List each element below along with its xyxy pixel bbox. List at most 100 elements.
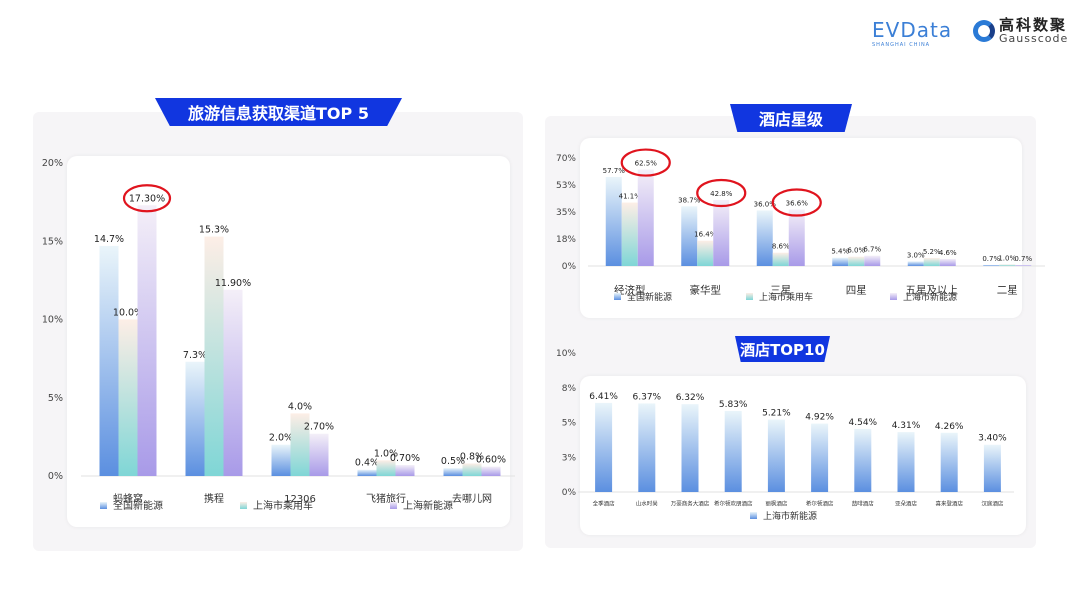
legend-label: 上海市新能源 xyxy=(763,510,817,522)
bar xyxy=(848,256,865,266)
data-label: 5.4% xyxy=(831,248,849,256)
bar xyxy=(99,245,119,476)
data-label: 11.90% xyxy=(215,278,251,289)
bar xyxy=(756,210,773,266)
bar xyxy=(907,261,924,266)
data-label: 36.6% xyxy=(786,200,809,208)
bar xyxy=(983,264,1000,266)
bar xyxy=(897,432,915,492)
data-label: 15.3% xyxy=(199,225,229,236)
data-label: 10.0% xyxy=(113,308,143,319)
category-label: 豪华型 xyxy=(690,284,722,297)
data-label: 5.21% xyxy=(762,409,791,419)
data-label: 6.37% xyxy=(633,392,662,402)
chart-2: 0% 3% 5% 8% 10% 全季酒店 6.41% 山水时尚 6.37% 万豪商务大酒店 6.32… xyxy=(556,349,1014,522)
data-label: 5.2% xyxy=(923,248,941,256)
legend-swatch xyxy=(240,502,247,509)
highlight-circle xyxy=(620,148,671,177)
y-tick-label: 5% xyxy=(562,419,577,429)
legend-label: 上海市乘用车 xyxy=(253,499,313,512)
y-tick-label: 15% xyxy=(42,236,63,247)
data-label: 16.4% xyxy=(694,231,717,239)
category-label: 汉庭酒店 xyxy=(981,500,1004,508)
category-label: 喜来登酒店 xyxy=(935,500,963,508)
highlight-circle xyxy=(696,178,747,208)
y-tick-label: 70% xyxy=(556,154,576,164)
bar xyxy=(462,463,482,476)
bar xyxy=(223,289,243,476)
bar xyxy=(185,361,205,476)
legend-label: 上海市新能源 xyxy=(903,291,957,303)
bar xyxy=(788,209,805,266)
category-label: 万豪商务大酒店 xyxy=(671,500,710,508)
y-tick-label: 5% xyxy=(48,393,63,404)
data-label: 0.5% xyxy=(441,456,465,467)
bar xyxy=(271,444,291,476)
gausscode-logo: 高科数聚 Gausscode xyxy=(973,17,1068,45)
legend-label: 上海市乘用车 xyxy=(759,291,813,303)
data-label: 1.0% xyxy=(998,254,1016,262)
data-label: 0.7% xyxy=(982,255,1000,263)
gausscode-logo-icon xyxy=(973,20,995,42)
bar xyxy=(309,433,329,476)
data-label: 0.4% xyxy=(355,458,379,469)
data-label: 0.60% xyxy=(476,455,506,466)
data-label: 36.0% xyxy=(754,200,777,208)
data-label: 6.0% xyxy=(847,247,865,255)
data-label: 6.41% xyxy=(589,392,618,402)
bar xyxy=(999,264,1016,266)
legend-label: 上海新能源 xyxy=(403,499,453,512)
highlight-circle xyxy=(122,184,172,213)
category-label: 喆啡酒店 xyxy=(852,500,875,508)
data-label: 14.7% xyxy=(94,234,124,245)
y-tick-label: 0% xyxy=(48,471,63,482)
category-label: 三星 xyxy=(770,285,791,297)
data-label: 7.3% xyxy=(183,350,207,361)
bar xyxy=(595,402,613,492)
bar xyxy=(638,403,656,492)
category-label: 飞猪旅行 xyxy=(366,492,406,505)
data-label: 17.30% xyxy=(129,193,165,204)
y-tick-label: 10% xyxy=(42,315,63,326)
bar xyxy=(724,410,742,492)
data-label: 57.7% xyxy=(603,167,626,175)
category-label: 希尔顿欢朋酒店 xyxy=(714,500,753,508)
category-label: 丽枫酒店 xyxy=(765,500,788,508)
evdata-logo-text: EVData xyxy=(872,18,953,42)
category-label: 五星及以上 xyxy=(906,285,959,297)
evdata-logo-sub: SHANGHAI CHINA xyxy=(872,42,931,48)
data-label: 62.5% xyxy=(635,160,658,168)
bar xyxy=(983,444,1001,492)
bar xyxy=(939,258,956,266)
data-label: 42.8% xyxy=(710,190,733,198)
chart-1: 0% 18% 35% 53% 70% 经济型 57.7% 41.1% 62.5% 豪华型 38.7%… xyxy=(556,148,1045,303)
data-label: 4.54% xyxy=(849,418,878,428)
bar xyxy=(713,199,730,266)
data-label: 0.70% xyxy=(390,453,420,464)
bar xyxy=(443,468,463,476)
category-label: 去哪儿网 xyxy=(452,493,492,505)
legend-swatch xyxy=(614,293,621,300)
y-tick-label: 3% xyxy=(562,453,577,463)
bar xyxy=(772,252,789,266)
data-label: 3.40% xyxy=(978,434,1007,444)
bar xyxy=(681,404,699,492)
category-label: 山水时尚 xyxy=(636,500,658,508)
data-label: 2.0% xyxy=(269,433,293,444)
data-label: 4.92% xyxy=(805,413,834,423)
hotel-star-title: 酒店星级 xyxy=(730,104,852,132)
legend-swatch xyxy=(100,502,107,509)
data-label: 5.83% xyxy=(719,400,748,410)
highlight-circle xyxy=(771,188,822,217)
data-label: 4.0% xyxy=(288,401,312,412)
y-tick-label: 8% xyxy=(562,384,577,394)
legend-swatch xyxy=(746,293,753,300)
y-tick-label: 0% xyxy=(562,262,577,272)
bar xyxy=(395,465,415,476)
category-label: 蚂蜂窝 xyxy=(113,492,143,505)
chart-0: 0% 5% 10% 15% 20% 蚂蜂窝 14.7% 10.0% 17.30% 携程 7.3% 15… xyxy=(42,158,515,512)
category-label: 四星 xyxy=(846,285,867,297)
data-label: 6.32% xyxy=(676,393,705,403)
category-label: 经济型 xyxy=(614,284,646,297)
bar xyxy=(621,202,638,266)
